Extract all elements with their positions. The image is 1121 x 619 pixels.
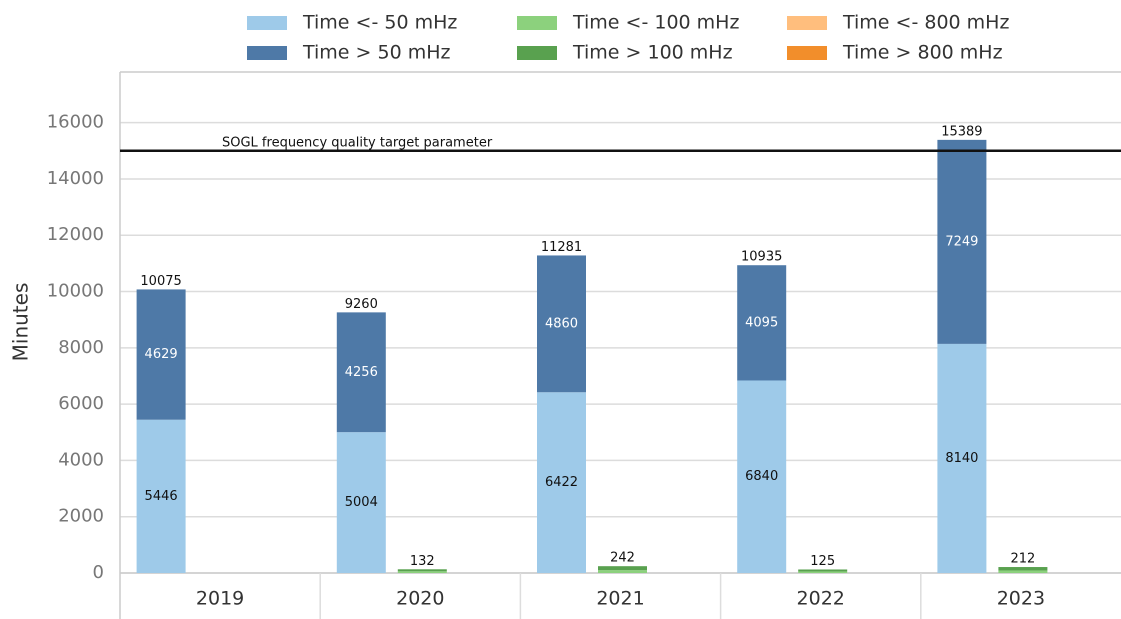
bar-segment (737, 380, 787, 573)
total-label: 242 (610, 551, 635, 566)
bar-segment (336, 432, 386, 573)
legend-swatch (517, 46, 557, 60)
legend-swatch (517, 16, 557, 30)
data-label: 5446 (145, 489, 178, 504)
bar-segment (537, 392, 586, 573)
bar-segment (998, 567, 1048, 571)
y-tick-label: 4000 (58, 449, 104, 470)
data-label: 8140 (945, 451, 978, 466)
bar-segment (798, 569, 848, 572)
legend-swatch (787, 16, 827, 30)
bar-segment (937, 139, 987, 344)
y-tick-label: 12000 (47, 224, 104, 245)
data-label: 6422 (545, 475, 578, 490)
legend-swatch (247, 16, 287, 30)
y-tick-label: 0 (93, 562, 104, 583)
total-label: 9260 (345, 297, 378, 312)
bar-segment (598, 566, 647, 571)
data-label: 6840 (745, 469, 778, 484)
legend-label: Time <- 800 mHz (842, 12, 1009, 34)
data-label: 4256 (345, 365, 378, 380)
x-tick-label: 2019 (196, 588, 244, 610)
total-label: 132 (410, 554, 435, 569)
data-label: 7249 (945, 234, 978, 249)
bar-segment (136, 289, 186, 420)
x-tick-label: 2022 (797, 588, 845, 610)
data-label: 4095 (745, 315, 778, 330)
bar-segment (798, 571, 848, 573)
bar-segment (998, 570, 1048, 573)
total-label: 15389 (941, 124, 982, 139)
legend-label: Time <- 100 mHz (572, 12, 739, 34)
total-label: 212 (1010, 552, 1035, 567)
legend-label: Time > 800 mHz (842, 42, 1003, 64)
y-tick-label: 16000 (47, 112, 104, 133)
bar-segment (397, 569, 447, 572)
y-tick-label: 6000 (58, 393, 104, 414)
y-tick-label: 14000 (47, 168, 104, 189)
bar-segment (937, 343, 987, 573)
y-tick-label: 2000 (58, 506, 104, 527)
x-tick-label: 2021 (596, 588, 644, 610)
total-label: 125 (810, 554, 835, 569)
x-tick-label: 2023 (997, 588, 1045, 610)
legend-swatch (787, 46, 827, 60)
x-tick-label: 2020 (396, 588, 444, 610)
y-tick-label: 10000 (47, 281, 104, 302)
total-label: 10935 (741, 250, 782, 265)
y-axis-label: Minutes (9, 283, 33, 362)
y-tick-label: 8000 (58, 337, 104, 358)
data-label: 4860 (545, 316, 578, 331)
bar-segment (537, 255, 586, 393)
data-label: 4629 (145, 347, 178, 362)
bar-segment (136, 419, 186, 573)
reference-label: SOGL frequency quality target parameter (222, 135, 493, 150)
legend-swatch (247, 46, 287, 60)
total-label: 10075 (140, 274, 181, 289)
bar-segment (737, 265, 787, 381)
bar-segment (598, 570, 647, 573)
legend-label: Time <- 50 mHz (302, 12, 457, 34)
total-label: 11281 (541, 240, 582, 255)
bar-segment (397, 571, 447, 573)
legend-label: Time > 50 mHz (302, 42, 451, 64)
bar-segment (336, 312, 386, 433)
legend-label: Time > 100 mHz (572, 42, 733, 64)
data-label: 5004 (345, 495, 378, 510)
